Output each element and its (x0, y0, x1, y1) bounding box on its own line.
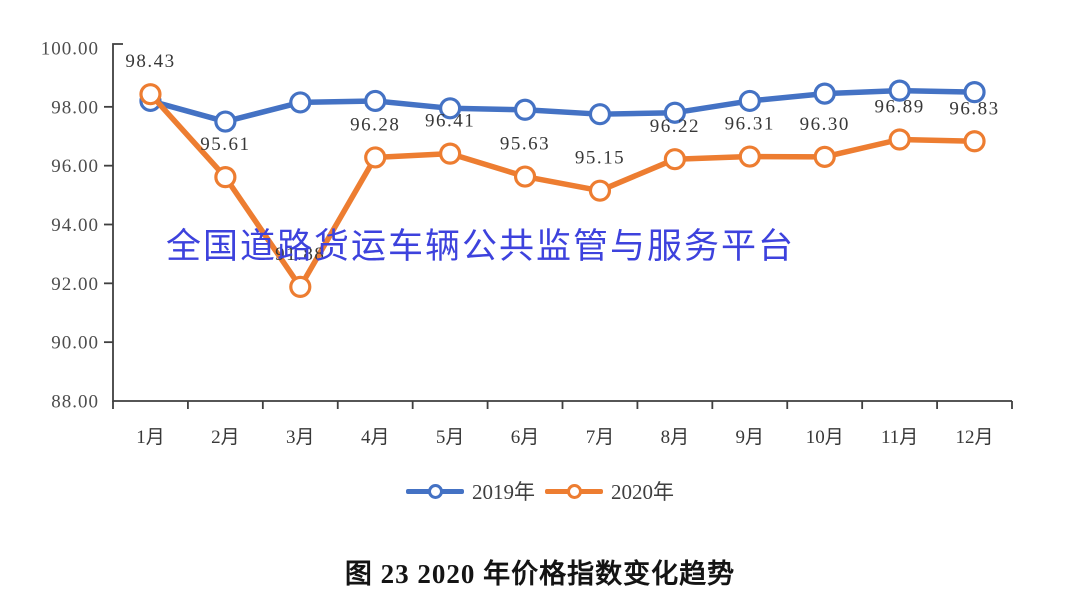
series-2019年 (139, 79, 986, 133)
legend: 2019年 2020年 (0, 476, 1080, 506)
svg-text:95.61: 95.61 (200, 134, 250, 155)
svg-text:96.89: 96.89 (875, 96, 925, 117)
legend-label-2020: 2020年 (611, 480, 674, 504)
svg-text:6月: 6月 (511, 427, 540, 448)
svg-text:11月: 11月 (881, 427, 918, 448)
svg-text:5月: 5月 (436, 427, 465, 448)
svg-text:100.00: 100.00 (41, 39, 99, 60)
data-labels: 98.43 95.61 91.88 96.28 96.41 95.63 95.15 96.22… (125, 51, 999, 265)
svg-text:9月: 9月 (736, 427, 765, 448)
svg-text:90.00: 90.00 (51, 333, 99, 354)
svg-text:96.41: 96.41 (425, 111, 475, 132)
svg-text:3月: 3月 (286, 427, 315, 448)
chart-caption: 图 23 2020 年价格指数变化趋势 (344, 559, 736, 589)
svg-text:96.31: 96.31 (725, 114, 775, 135)
svg-text:88.00: 88.00 (51, 392, 99, 413)
legend-item-2020: 2020年 (545, 476, 674, 506)
svg-text:2月: 2月 (211, 427, 240, 448)
legend-marker-2019-icon (406, 484, 464, 499)
series-2020年 (139, 83, 986, 298)
svg-text:96.30: 96.30 (800, 114, 850, 135)
svg-text:8月: 8月 (661, 427, 690, 448)
svg-text:98.43: 98.43 (125, 51, 175, 72)
y-axis-labels: 100.00 98.00 96.00 94.00 92.00 90.00 88.00 (41, 39, 113, 413)
svg-text:4月: 4月 (361, 427, 390, 448)
svg-text:96.83: 96.83 (949, 98, 999, 119)
svg-text:98.00: 98.00 (51, 97, 99, 118)
x-axis-labels: 1月 2月 3月 4月 5月 6月 7月 8月 9月 10月 11月 12月 (112, 401, 1013, 448)
svg-text:1月: 1月 (136, 427, 165, 448)
svg-text:96.22: 96.22 (650, 116, 700, 137)
svg-text:12月: 12月 (956, 427, 994, 448)
svg-text:92.00: 92.00 (51, 274, 99, 295)
svg-text:10月: 10月 (806, 427, 844, 448)
svg-text:7月: 7月 (586, 427, 615, 448)
legend-marker-2020-icon (545, 484, 603, 499)
svg-text:95.63: 95.63 (500, 134, 550, 155)
svg-text:96.00: 96.00 (51, 156, 99, 177)
legend-label-2019: 2019年 (472, 480, 535, 504)
legend-item-2019: 2019年 (406, 476, 535, 506)
svg-text:95.15: 95.15 (575, 148, 625, 169)
svg-text:94.00: 94.00 (51, 215, 99, 236)
svg-text:91.88: 91.88 (275, 244, 325, 265)
svg-text:96.28: 96.28 (350, 114, 400, 135)
